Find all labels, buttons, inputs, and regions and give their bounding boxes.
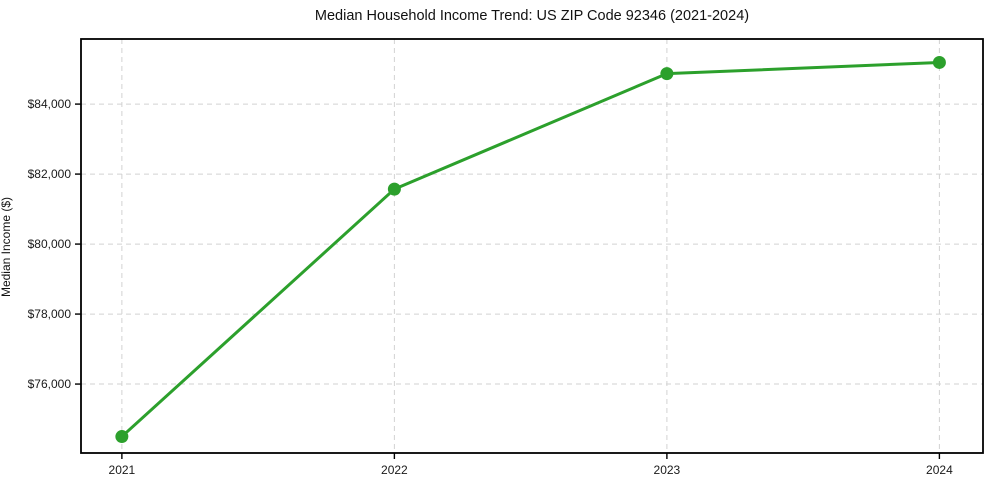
y-tick-label: $80,000 xyxy=(28,237,72,251)
data-point-2022 xyxy=(387,182,401,196)
trend-line xyxy=(120,60,941,439)
data-point-2023 xyxy=(660,67,674,81)
data-point-2021 xyxy=(115,430,129,444)
data-point-2024 xyxy=(932,55,946,69)
x-tick-label: 2021 xyxy=(109,463,136,477)
x-tick-label: 2024 xyxy=(926,463,953,477)
y-tick-label: $76,000 xyxy=(28,377,72,391)
x-tick-label: 2023 xyxy=(654,463,681,477)
plot-border xyxy=(80,38,984,454)
x-tick-label: 2022 xyxy=(381,463,408,477)
y-tick-label: $78,000 xyxy=(28,307,72,321)
y-tick-label: $82,000 xyxy=(28,167,72,181)
chart-title: Median Household Income Trend: US ZIP Co… xyxy=(314,8,750,24)
y-tick-label: $84,000 xyxy=(28,97,72,111)
